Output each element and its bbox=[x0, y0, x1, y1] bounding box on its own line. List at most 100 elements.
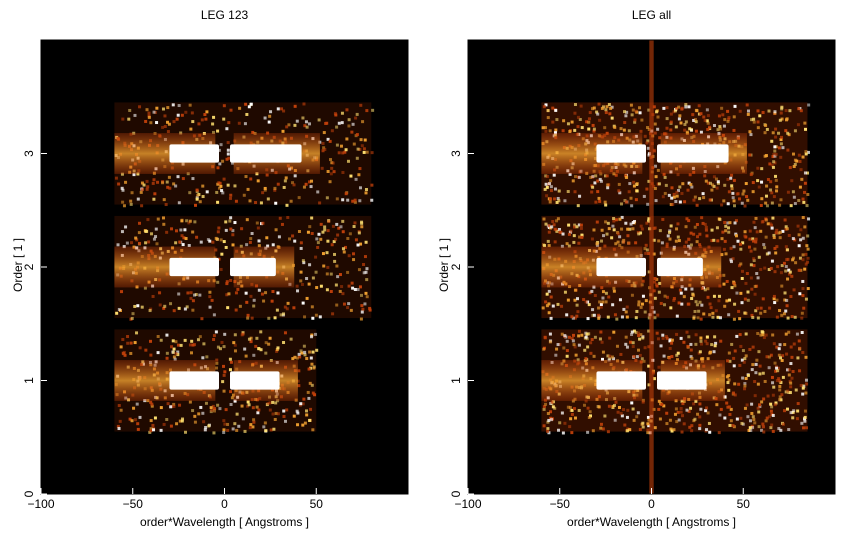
heat-pixel bbox=[730, 187, 734, 191]
heat-pixel bbox=[285, 408, 289, 412]
heat-pixel bbox=[646, 219, 650, 223]
heat-pixel bbox=[797, 233, 801, 237]
heat-pixel bbox=[699, 130, 703, 134]
heat-pixel bbox=[791, 152, 795, 156]
heat-pixel bbox=[630, 401, 634, 405]
heat-pixel bbox=[774, 127, 778, 131]
heat-pixel bbox=[264, 291, 268, 295]
heat-pixel bbox=[708, 302, 712, 306]
x-tick-label: −50 bbox=[123, 497, 144, 511]
heat-pixel bbox=[748, 426, 752, 430]
heat-pixel bbox=[165, 333, 169, 337]
heat-pixel bbox=[617, 182, 621, 186]
heat-pixel bbox=[285, 307, 289, 311]
heat-pixel bbox=[308, 418, 312, 422]
heat-pixel bbox=[751, 426, 755, 430]
heat-pixel bbox=[777, 377, 781, 381]
heat-pixel bbox=[276, 291, 280, 295]
heat-pixel bbox=[748, 130, 752, 134]
heat-pixel bbox=[628, 227, 632, 231]
heat-pixel bbox=[604, 291, 608, 295]
heat-pixel bbox=[675, 420, 679, 424]
heat-pixel bbox=[572, 240, 576, 244]
heat-pixel bbox=[325, 272, 329, 276]
heat-pixel bbox=[310, 232, 314, 236]
heat-pixel bbox=[757, 425, 761, 429]
heat-pixel bbox=[705, 342, 709, 346]
heat-pixel bbox=[795, 417, 799, 421]
heat-pixel bbox=[573, 103, 577, 107]
heat-pixel bbox=[255, 405, 259, 409]
heat-pixel bbox=[121, 188, 125, 192]
heat-pixel bbox=[162, 306, 166, 310]
heat-pixel bbox=[193, 414, 197, 418]
heat-pixel bbox=[603, 200, 607, 204]
heat-pixel bbox=[314, 313, 318, 317]
heat-pixel bbox=[570, 412, 574, 416]
heat-pixel bbox=[632, 184, 636, 188]
heat-pixel bbox=[764, 218, 768, 222]
heat-pixel bbox=[738, 242, 742, 246]
heat-pixel bbox=[610, 105, 614, 109]
heat-pixel bbox=[233, 221, 237, 225]
heat-pixel bbox=[272, 427, 276, 431]
heat-pixel bbox=[668, 229, 672, 233]
heat-pixel bbox=[222, 117, 226, 121]
band-left-core bbox=[169, 144, 219, 163]
heat-pixel bbox=[360, 222, 364, 226]
heat-pixel bbox=[174, 184, 178, 188]
heat-pixel bbox=[686, 188, 690, 192]
heat-pixel bbox=[627, 241, 631, 245]
heat-pixel bbox=[191, 299, 195, 303]
heat-pixel bbox=[636, 411, 640, 415]
heat-pixel bbox=[596, 179, 600, 183]
heat-pixel bbox=[595, 220, 599, 224]
heat-pixel bbox=[727, 378, 731, 382]
heat-pixel bbox=[591, 185, 595, 189]
heat-pixel bbox=[599, 302, 603, 306]
heat-pixel bbox=[310, 335, 314, 339]
heat-pixel bbox=[773, 149, 777, 153]
heat-pixel bbox=[763, 131, 767, 135]
heat-pixel bbox=[341, 292, 345, 296]
heat-pixel bbox=[804, 426, 808, 430]
heat-pixel bbox=[191, 177, 195, 181]
heat-pixel bbox=[565, 354, 569, 358]
heat-pixel bbox=[325, 251, 329, 255]
heat-pixel bbox=[765, 252, 769, 256]
heat-pixel bbox=[603, 126, 607, 130]
heat-pixel bbox=[574, 353, 578, 357]
heat-pixel bbox=[801, 386, 805, 390]
heat-pixel bbox=[670, 196, 674, 200]
heat-pixel bbox=[741, 241, 745, 245]
heat-pixel bbox=[127, 117, 131, 121]
heat-pixel bbox=[275, 348, 279, 352]
heat-pixel bbox=[231, 229, 235, 233]
heat-pixel bbox=[628, 182, 632, 186]
heat-pixel bbox=[788, 109, 792, 113]
heat-pixel bbox=[296, 423, 300, 427]
heat-pixel bbox=[781, 375, 785, 379]
heat-pixel bbox=[348, 232, 352, 236]
heat-pixel bbox=[722, 124, 726, 128]
heat-pixel bbox=[573, 225, 577, 229]
heat-pixel bbox=[665, 106, 669, 110]
heat-pixel bbox=[555, 118, 559, 122]
heat-pixel bbox=[758, 114, 762, 118]
heat-pixel bbox=[656, 313, 660, 317]
heat-pixel bbox=[261, 221, 265, 225]
heat-pixel bbox=[165, 356, 169, 360]
heat-pixel bbox=[228, 219, 232, 223]
heat-pixel bbox=[212, 334, 216, 338]
heat-pixel bbox=[764, 419, 768, 423]
heat-pixel bbox=[335, 303, 339, 307]
heat-pixel bbox=[657, 182, 661, 186]
heat-pixel bbox=[307, 396, 311, 400]
heat-pixel bbox=[167, 175, 171, 179]
heat-pixel bbox=[579, 226, 583, 230]
heat-pixel bbox=[229, 390, 233, 394]
heat-pixel bbox=[640, 227, 644, 231]
heat-pixel bbox=[688, 127, 692, 131]
x-tick-label: 50 bbox=[310, 497, 324, 511]
heat-pixel bbox=[768, 306, 772, 310]
